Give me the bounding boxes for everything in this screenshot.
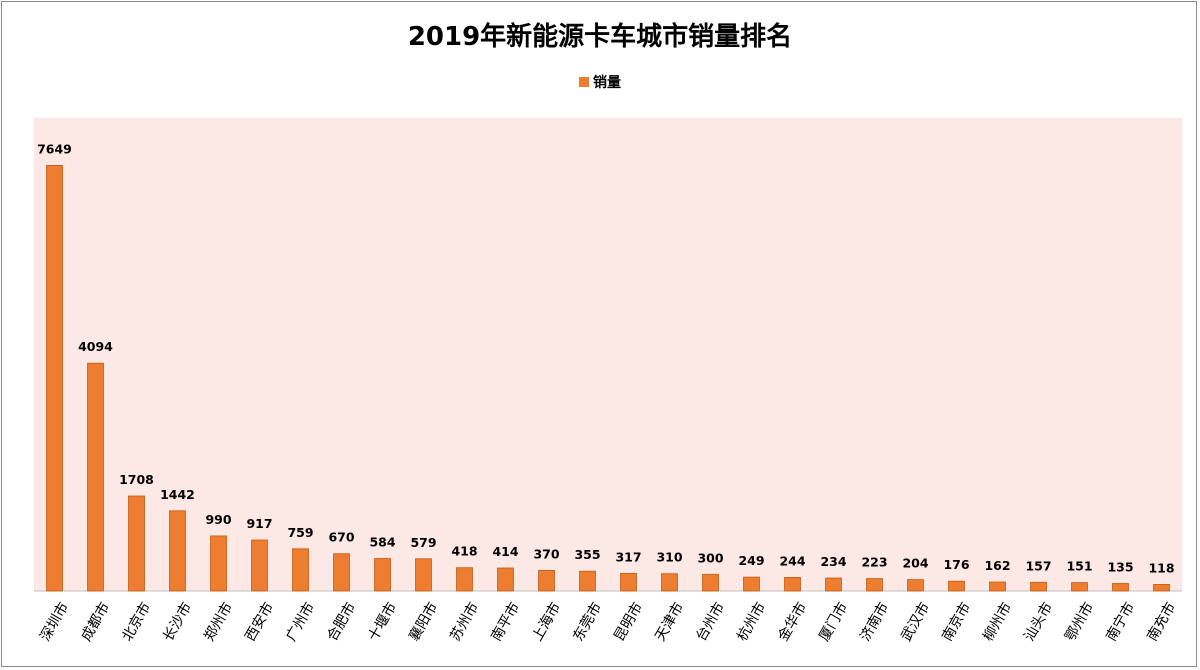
data-label: 234 — [820, 554, 846, 569]
category-label: 汕头市 — [1021, 599, 1057, 644]
category-label: 上海市 — [529, 599, 565, 644]
data-label: 584 — [369, 535, 395, 550]
bar — [251, 539, 268, 592]
data-label: 990 — [205, 512, 231, 527]
category-label: 苏州市 — [447, 599, 483, 644]
data-label: 1442 — [160, 487, 195, 502]
data-label: 7649 — [37, 141, 72, 156]
data-label: 355 — [574, 547, 600, 562]
bar — [169, 510, 186, 592]
bar — [456, 567, 473, 592]
data-label: 310 — [656, 550, 682, 565]
category-label: 金华市 — [775, 599, 811, 644]
plot-area — [34, 118, 1182, 591]
data-label: 151 — [1066, 559, 1092, 574]
bar — [333, 553, 350, 592]
category-label: 合肥市 — [324, 599, 360, 644]
data-label: 917 — [246, 516, 272, 531]
data-label: 370 — [533, 546, 559, 561]
bar — [825, 577, 842, 592]
category-label: 天津市 — [652, 599, 688, 644]
data-label: 157 — [1025, 558, 1051, 573]
bar — [46, 164, 63, 592]
category-label: 昆明市 — [611, 599, 647, 644]
chart-title: 2019年新能源卡车城市销量排名 — [407, 22, 793, 52]
bar — [866, 578, 883, 592]
bar — [415, 558, 432, 592]
legend-label: 销量 — [593, 75, 621, 91]
bar — [743, 576, 760, 592]
data-label: 135 — [1107, 560, 1133, 575]
data-label: 204 — [902, 556, 928, 571]
data-label: 579 — [410, 535, 436, 550]
category-label: 杭州市 — [734, 599, 770, 644]
bar — [538, 570, 555, 592]
bar — [374, 558, 391, 592]
data-label: 1708 — [119, 472, 154, 487]
bar — [292, 548, 309, 592]
bar — [1030, 581, 1047, 592]
data-label: 670 — [328, 530, 354, 545]
category-label: 深圳市 — [37, 599, 73, 644]
bar — [784, 577, 801, 592]
bar — [87, 362, 104, 592]
legend-swatch — [579, 77, 589, 87]
data-label: 317 — [615, 549, 641, 564]
category-label: 柳州市 — [980, 599, 1016, 644]
category-label: 武汉市 — [898, 599, 934, 644]
data-label: 414 — [492, 544, 518, 559]
category-label: 济南市 — [857, 599, 893, 644]
data-label: 244 — [779, 553, 805, 568]
category-label: 襄阳市 — [406, 599, 442, 644]
category-label: 十堰市 — [365, 599, 401, 644]
category-label: 东莞市 — [570, 599, 606, 644]
category-label: 长沙市 — [160, 599, 196, 644]
data-label: 418 — [451, 544, 477, 559]
bar — [128, 495, 145, 592]
legend: 销量 — [0, 72, 1200, 92]
category-label: 南京市 — [939, 599, 975, 644]
bar — [907, 579, 924, 592]
bar — [661, 573, 678, 592]
category-label: 西安市 — [242, 599, 278, 644]
bar — [989, 581, 1006, 592]
bar — [1071, 582, 1088, 592]
data-label: 162 — [984, 558, 1010, 573]
bar — [948, 580, 965, 592]
category-label: 北京市 — [119, 599, 155, 644]
category-label: 南平市 — [488, 599, 524, 644]
data-label: 249 — [738, 553, 764, 568]
data-label: 223 — [861, 555, 887, 570]
data-label: 759 — [287, 525, 313, 540]
category-label: 成都市 — [78, 599, 114, 644]
bar — [579, 570, 596, 592]
data-label: 4094 — [78, 339, 113, 354]
data-label: 118 — [1148, 560, 1174, 575]
bar — [497, 567, 514, 592]
bar — [210, 535, 227, 592]
category-label: 鄂州市 — [1062, 599, 1098, 644]
data-label: 176 — [943, 557, 969, 572]
data-label: 300 — [697, 550, 723, 565]
bar — [1153, 584, 1170, 592]
category-label: 广州市 — [283, 599, 319, 644]
bar — [1112, 583, 1129, 592]
category-label: 台州市 — [693, 599, 729, 644]
category-label: 厦门市 — [816, 599, 852, 644]
bar — [620, 573, 637, 592]
category-label: 南充市 — [1144, 599, 1180, 644]
category-label: 南宁市 — [1103, 599, 1139, 644]
category-label: 郑州市 — [201, 599, 237, 644]
bar — [702, 573, 719, 592]
